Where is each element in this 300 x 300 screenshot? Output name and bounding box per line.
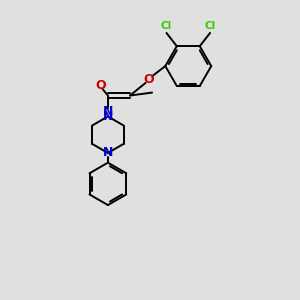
Text: O: O: [144, 73, 154, 86]
Text: N: N: [103, 105, 113, 118]
Text: N: N: [103, 146, 113, 159]
Text: N: N: [103, 110, 113, 123]
Text: Cl: Cl: [161, 22, 172, 32]
Text: O: O: [95, 79, 106, 92]
Text: Cl: Cl: [204, 22, 216, 32]
